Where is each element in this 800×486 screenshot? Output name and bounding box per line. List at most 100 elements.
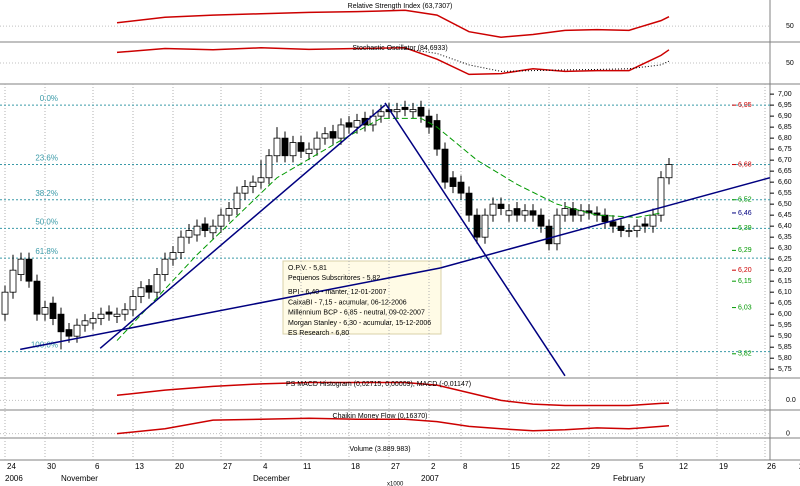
candle-body [433, 120, 441, 150]
candle-body [297, 142, 305, 152]
y-tick-label: 6,40 [778, 223, 792, 230]
candle-body [193, 225, 201, 236]
x-tick-label: 2 [431, 462, 436, 471]
y-tick-label: 0.0 [786, 397, 796, 404]
indicator-line [116, 381, 670, 407]
candle-body [409, 109, 417, 113]
candle-body [561, 208, 569, 216]
y-tick-label: 50 [786, 60, 794, 67]
indicator-title: PS MACD Histogram (0,02715, 0,00009), MA… [286, 381, 471, 388]
moving-average [116, 117, 662, 341]
candle-body [113, 313, 121, 317]
annotation-text: ES Research - 6,80 [288, 330, 349, 337]
candle-body [457, 181, 465, 194]
candle-body [649, 214, 657, 227]
y-tick-label: 6,65 [778, 168, 792, 175]
candle-body [665, 164, 673, 179]
candle-body [337, 124, 345, 139]
candle-body [417, 106, 425, 117]
price-line-label: 6,29 [738, 247, 752, 254]
y-tick-label: 6,45 [778, 212, 792, 219]
volume-title: Volume (3.889.983) [349, 446, 410, 453]
indicator-line [116, 47, 670, 76]
candle-body [497, 203, 505, 209]
y-tick-label: 6,55 [778, 190, 792, 197]
indicator-line [404, 48, 670, 72]
candle-body [537, 214, 545, 227]
annotation-text: Morgan Stanley - 6,30 - acumular, 15-12-… [288, 320, 431, 327]
candle-body [33, 280, 41, 315]
candle-body [321, 133, 329, 139]
candle-body [329, 131, 337, 139]
y-tick-label: 6,25 [778, 256, 792, 263]
y-tick-label: 6,80 [778, 135, 792, 142]
x-tick-label: 5 [639, 462, 644, 471]
price-line-label: 6,52 [738, 197, 752, 204]
month-label: 2007 [421, 474, 439, 483]
y-tick-label: 6,50 [778, 201, 792, 208]
annotation-text: BPI - 6,40 - manter, 12-01-2007 [288, 289, 387, 296]
indicator-line [116, 9, 670, 38]
x-tick-label: 11 [303, 462, 312, 471]
annotation-text: CaixaBI - 7,15 - acumular, 06-12-2006 [288, 299, 407, 306]
candle-body [633, 225, 641, 231]
fibonacci-label: 0.0% [40, 94, 58, 103]
y-tick-label: 6,10 [778, 289, 792, 296]
candle-body [449, 177, 457, 187]
fibonacci-label: 50.0% [35, 217, 58, 226]
candle-body [289, 142, 297, 157]
y-tick-label: 5,90 [778, 333, 792, 340]
indicator-title: Stochastic Oscillator (84,6933) [352, 45, 447, 52]
candle-body [441, 148, 449, 183]
candle-body [209, 225, 217, 234]
x-tick-label: 27 [223, 462, 232, 471]
x-tick-label: 27 [391, 462, 400, 471]
candle-body [105, 311, 113, 315]
indicator-line [116, 417, 670, 435]
annotation-text: Pequenos Subscritores - 5,82 [288, 275, 380, 282]
y-tick-label: 6,30 [778, 245, 792, 252]
candle-body [153, 274, 161, 293]
y-tick-label: 6,00 [778, 311, 792, 318]
price-line-label: 6,95 [738, 102, 752, 109]
price-line-label: 6,68 [738, 161, 752, 168]
candle-body [233, 192, 241, 209]
price-line-label: 6,03 [738, 304, 752, 311]
trendline [440, 177, 770, 269]
candle-body [305, 148, 313, 154]
month-label: December [253, 474, 290, 483]
candle-body [169, 252, 177, 260]
y-tick-label: 0 [786, 430, 790, 437]
candle-body [49, 302, 57, 319]
candle-body [41, 307, 49, 315]
candle-body [473, 214, 481, 238]
candle-body [129, 296, 137, 311]
candle-body [345, 122, 353, 128]
candle-body [529, 210, 537, 216]
price-line-label: 5,82 [738, 351, 752, 358]
candle-body [609, 221, 617, 227]
fibonacci-label: 23.6% [35, 154, 58, 163]
x-tick-label: 15 [511, 462, 520, 471]
month-label: February [613, 474, 645, 483]
x-tick-label: 30 [47, 462, 56, 471]
y-tick-label: 6,85 [778, 124, 792, 131]
x-tick-label: 13 [135, 462, 144, 471]
x-tick-label: 20 [175, 462, 184, 471]
y-tick-label: 6,20 [778, 267, 792, 274]
x-tick-label: 6 [95, 462, 100, 471]
y-tick-label: 5,80 [778, 355, 792, 362]
candle-body [505, 210, 513, 216]
candle-body [521, 210, 529, 216]
y-tick-label: 6,70 [778, 157, 792, 164]
indicator-title: Chaikin Money Flow (0,16370) [333, 413, 428, 420]
candle-body [257, 177, 265, 183]
candle-body [1, 291, 9, 315]
candle-body [249, 181, 257, 187]
candle-body [489, 203, 497, 216]
candle-body [401, 106, 409, 110]
candle-body [161, 258, 169, 275]
y-tick-label: 5,75 [778, 366, 792, 373]
candle-body [185, 230, 193, 238]
y-tick-label: 6,95 [778, 102, 792, 109]
